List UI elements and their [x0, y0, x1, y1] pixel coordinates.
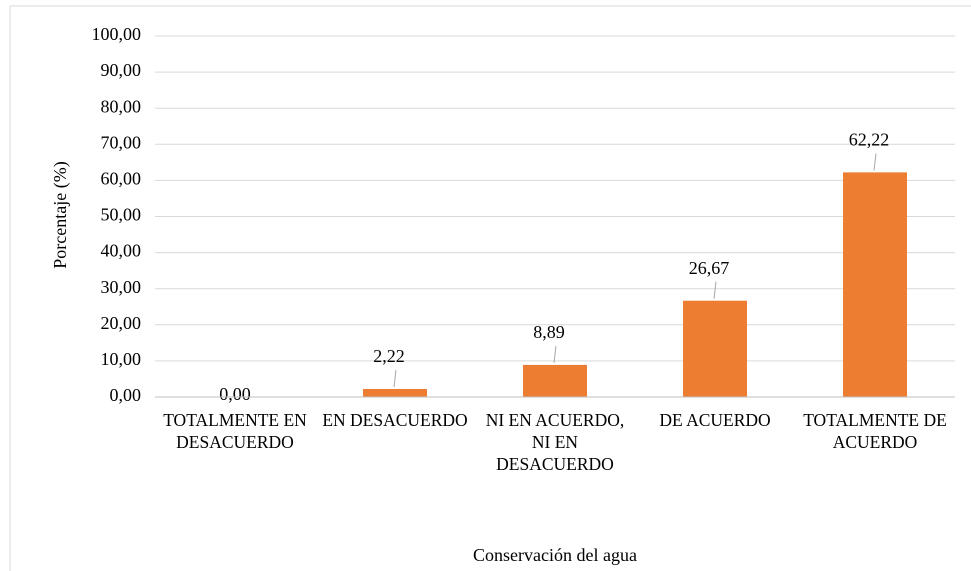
y-tick-label: 80,00 — [101, 96, 142, 116]
data-label: 8,89 — [533, 322, 565, 342]
y-tick-label: 90,00 — [101, 60, 142, 80]
leader-line — [553, 345, 557, 363]
data-label: 26,67 — [689, 258, 730, 278]
y-tick-label: 30,00 — [101, 277, 142, 297]
y-axis-title: Porcentaje (%) — [50, 161, 71, 268]
x-tick-label: DE ACUERDO — [659, 410, 771, 430]
bar — [843, 172, 907, 397]
x-tick-label: NI EN ACUERDO, NI EN DESACUERDO — [485, 410, 625, 474]
bar — [683, 300, 747, 397]
data-label: 62,22 — [849, 130, 890, 150]
x-tick-label: EN DESACUERDO — [322, 410, 468, 430]
y-tick-label: 40,00 — [101, 241, 142, 261]
data-label: 0,00 — [219, 384, 251, 404]
leader-line — [393, 369, 397, 388]
y-tick-label: 70,00 — [101, 132, 142, 152]
y-tick-label: 10,00 — [101, 349, 142, 369]
bar — [363, 388, 427, 397]
y-tick-label: 20,00 — [101, 313, 142, 333]
data-label: 2,22 — [373, 346, 405, 366]
y-tick-label: 60,00 — [101, 169, 142, 189]
x-axis-title: Conservación del agua — [473, 545, 637, 565]
x-tick-label: TOTALMENTE EN DESACUERDO — [163, 410, 307, 452]
leader-line — [873, 153, 877, 171]
leader-line — [713, 281, 717, 299]
y-tick-label: 100,00 — [92, 24, 142, 44]
bar — [523, 364, 587, 397]
y-tick-label: 50,00 — [101, 205, 142, 225]
x-tick-label: TOTALMENTE DE ACUERDO — [803, 410, 947, 452]
y-tick-label: 0,00 — [110, 385, 142, 405]
